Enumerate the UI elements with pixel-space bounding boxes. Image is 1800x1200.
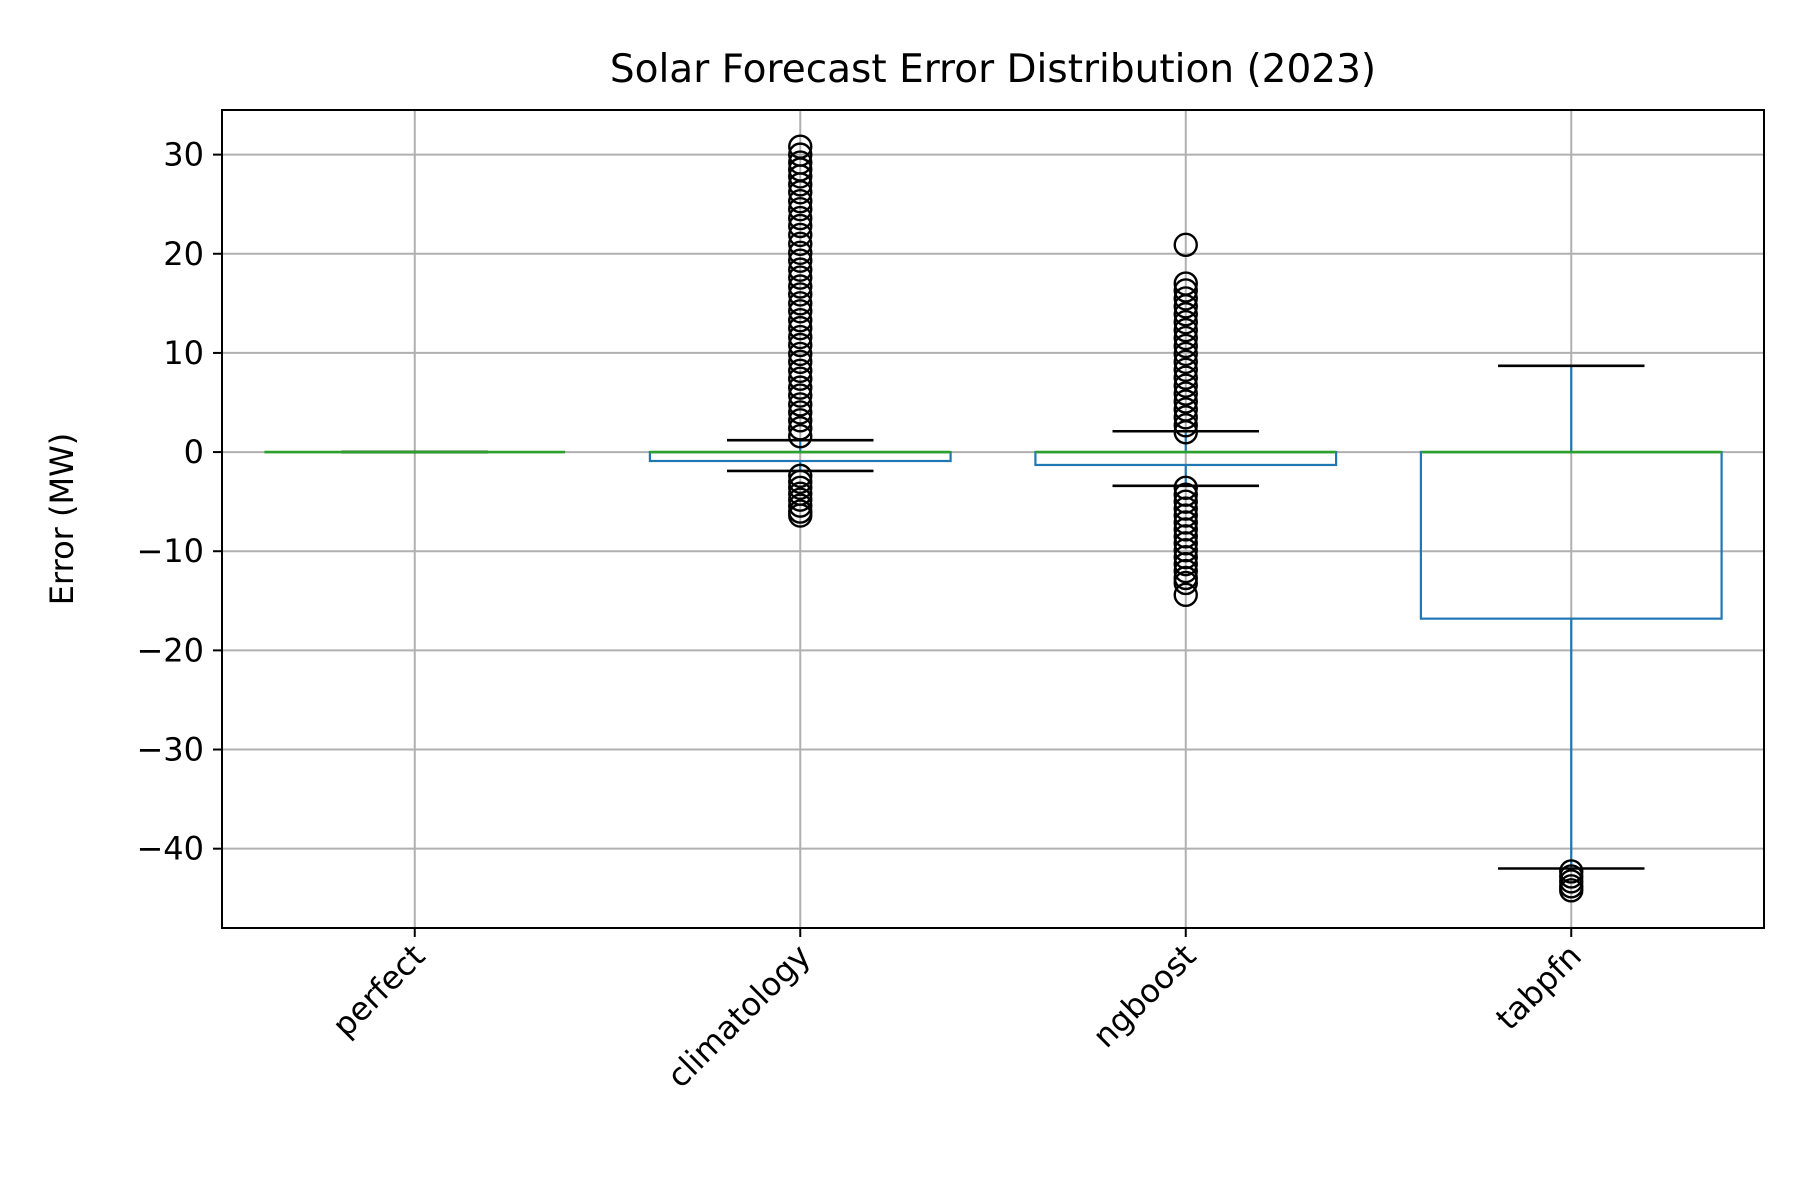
y-tick-label: −20: [136, 631, 204, 669]
outlier-point: [1173, 357, 1198, 382]
outlier-point: [788, 349, 813, 375]
outlier-point: [1173, 570, 1198, 596]
box-group-ngboost: [1034, 232, 1338, 608]
y-tick-label: −40: [136, 830, 204, 868]
outlier-point: [1173, 381, 1198, 406]
outlier-point: [788, 308, 813, 333]
y-tick-label: 20: [163, 235, 204, 273]
outlier-point: [788, 222, 813, 248]
outlier-point: [1173, 333, 1198, 359]
outlier-point: [1173, 373, 1198, 398]
outlier-point: [788, 213, 813, 239]
outlier-point: [788, 383, 813, 408]
outlier-point: [1173, 309, 1198, 335]
outlier-point: [788, 392, 813, 417]
box-group-tabpfn: [1419, 364, 1723, 903]
outlier-point: [788, 196, 813, 222]
outlier-point: [788, 408, 813, 433]
outlier-point: [788, 164, 813, 189]
outlier-point: [1173, 278, 1198, 303]
outlier-point: [1173, 558, 1198, 584]
outlier-point: [788, 205, 813, 231]
outlier-point: [788, 463, 813, 489]
plot-area-frame: [221, 109, 1765, 929]
outlier-point: [1173, 389, 1198, 414]
outlier-point: [788, 487, 813, 512]
outlier-point: [1559, 878, 1584, 903]
outlier-point: [788, 231, 813, 257]
outlier-point: [1173, 349, 1198, 375]
y-tick-label: 10: [163, 334, 204, 372]
outlier-point: [1173, 302, 1198, 327]
outlier-point: [788, 416, 813, 441]
outlier-point: [788, 400, 813, 425]
outlier-point: [788, 469, 813, 495]
chart-title: Solar Forecast Error Distribution (2023): [610, 47, 1376, 92]
outlier-point: [788, 324, 813, 350]
outlier-point: [1173, 551, 1198, 577]
y-tick-label: 30: [163, 136, 204, 174]
outlier-point: [788, 274, 813, 299]
outlier-point: [788, 503, 813, 528]
outlier-point: [1173, 232, 1198, 258]
outlier-point: [1173, 341, 1198, 367]
outlier-point: [788, 375, 813, 400]
y-tick-label: −30: [136, 731, 204, 769]
outlier-point: [1173, 286, 1198, 311]
outlier-point: [1173, 294, 1198, 319]
outlier-point: [1173, 582, 1198, 608]
outlier-point: [788, 424, 813, 449]
y-tick-label: 0: [184, 433, 204, 471]
outlier-point: [788, 291, 813, 316]
outlier-point: [788, 299, 813, 324]
box-group-climatology: [648, 134, 952, 528]
outlier-point: [788, 240, 813, 265]
outlier-point: [788, 189, 813, 214]
outlier-point: [1173, 325, 1198, 351]
outlier-point: [788, 341, 813, 367]
outlier-point: [1173, 413, 1198, 438]
outlier-point: [788, 265, 813, 290]
outlier-point: [788, 475, 813, 500]
box-layer: [264, 134, 1723, 903]
outlier-point: [788, 248, 813, 273]
outlier-point: [788, 180, 813, 205]
outlier-point: [1173, 317, 1198, 343]
outlier-point: [788, 282, 813, 307]
outlier-point: [788, 172, 813, 197]
outlier-point: [788, 358, 813, 383]
outlier-point: [788, 493, 813, 518]
outlier-point: [1173, 420, 1198, 445]
outlier-point: [1173, 405, 1198, 430]
outlier-point: [1173, 365, 1198, 390]
y-tick-label: −10: [136, 532, 204, 570]
outlier-point: [788, 366, 813, 391]
outlier-point: [788, 257, 813, 282]
y-axis-label: Error (MW): [43, 433, 81, 605]
outlier-point: [788, 332, 813, 358]
outlier-point: [788, 315, 813, 341]
